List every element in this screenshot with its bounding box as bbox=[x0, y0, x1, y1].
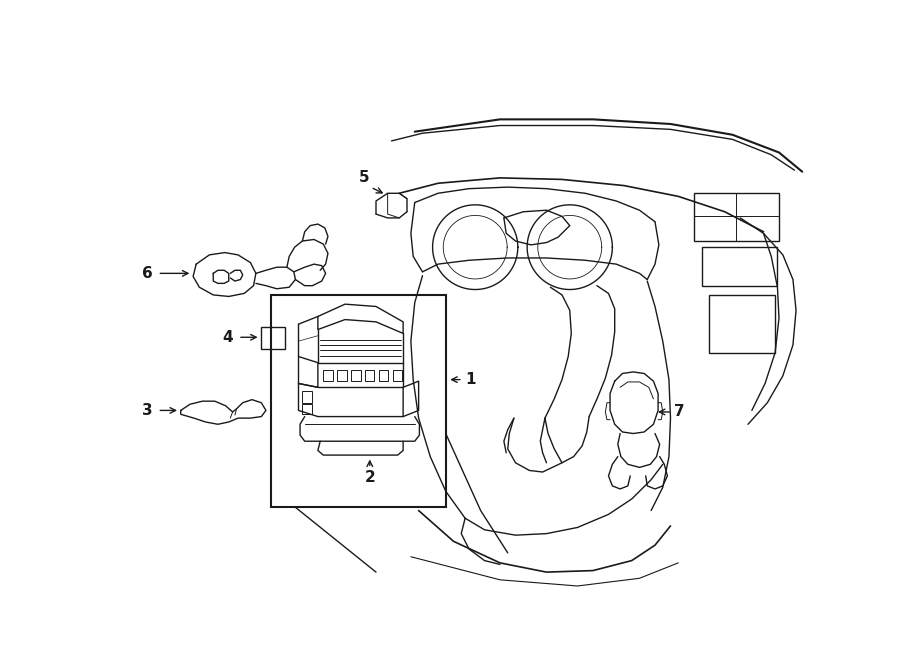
Text: 6: 6 bbox=[142, 266, 153, 281]
Bar bbox=[302, 405, 312, 414]
Bar bbox=[709, 295, 775, 353]
Text: 5: 5 bbox=[359, 171, 370, 185]
Bar bbox=[379, 370, 389, 381]
Text: 7: 7 bbox=[673, 405, 684, 420]
Bar bbox=[323, 370, 333, 381]
Text: 2: 2 bbox=[364, 471, 375, 485]
Bar bbox=[694, 193, 779, 241]
Bar bbox=[338, 370, 346, 381]
Bar bbox=[351, 370, 361, 381]
Text: 4: 4 bbox=[222, 330, 232, 345]
Text: 3: 3 bbox=[142, 403, 153, 418]
Text: 1: 1 bbox=[465, 372, 475, 387]
Bar bbox=[365, 370, 374, 381]
Bar bbox=[272, 295, 446, 507]
Bar bbox=[701, 247, 778, 286]
Bar bbox=[302, 391, 312, 403]
Bar bbox=[393, 370, 402, 381]
Bar bbox=[261, 327, 284, 349]
